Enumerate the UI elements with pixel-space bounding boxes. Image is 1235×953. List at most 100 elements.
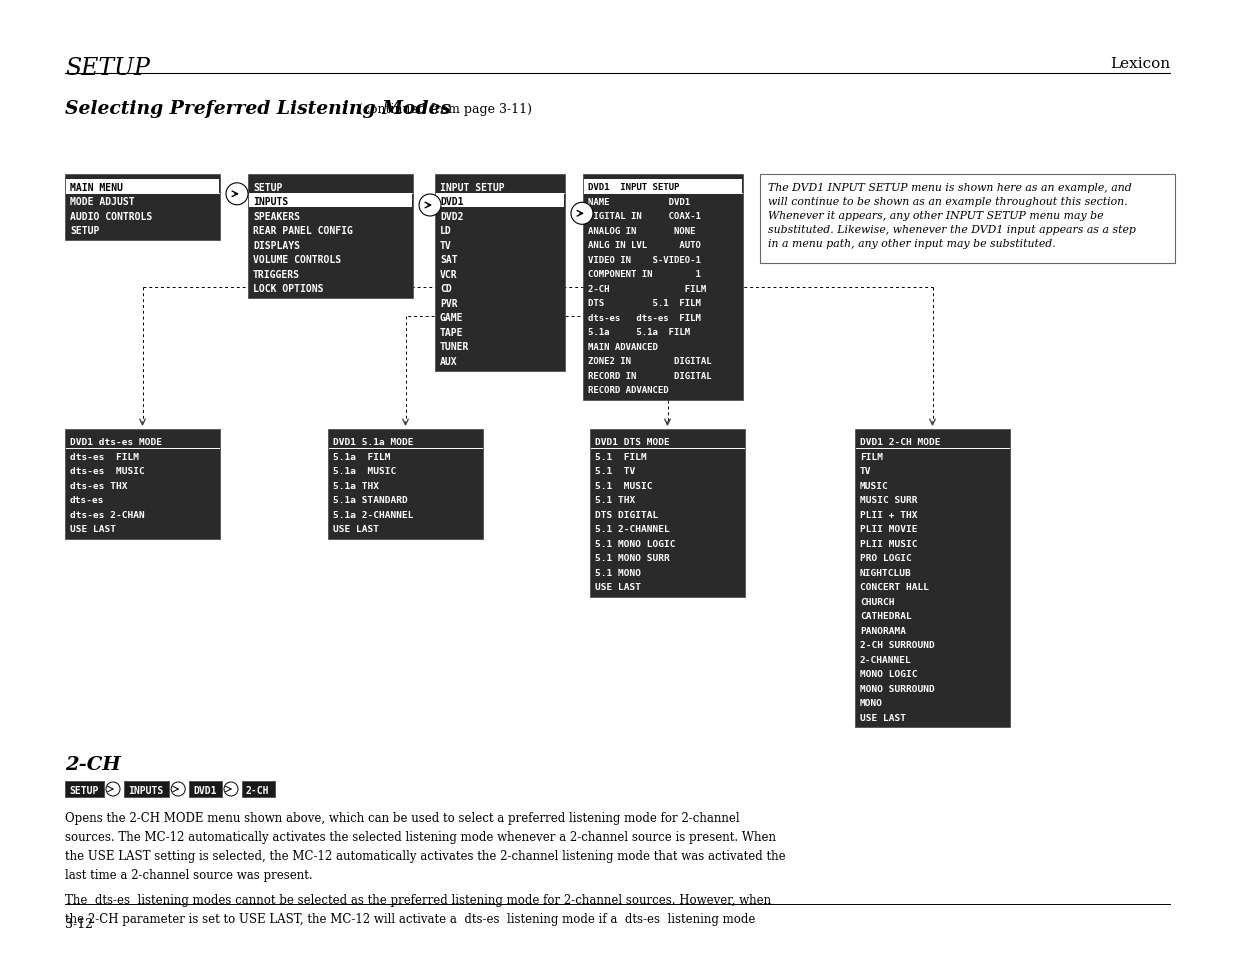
Text: INPUT SETUP: INPUT SETUP <box>440 183 505 193</box>
Text: VCR: VCR <box>440 270 458 279</box>
Text: PLII MOVIE: PLII MOVIE <box>860 525 918 534</box>
Text: PLII + THX: PLII + THX <box>860 511 918 519</box>
Text: COMPONENT IN        1: COMPONENT IN 1 <box>588 271 701 279</box>
Text: MUSIC SURR: MUSIC SURR <box>860 496 918 505</box>
Text: Selecting Preferred Listening Modes: Selecting Preferred Listening Modes <box>65 100 451 118</box>
Bar <box>584 179 742 193</box>
Text: VOLUME CONTROLS: VOLUME CONTROLS <box>253 255 341 265</box>
Text: 2-CHANNEL: 2-CHANNEL <box>860 656 911 664</box>
Bar <box>65 781 104 797</box>
Text: 5.1  TV: 5.1 TV <box>595 467 635 476</box>
Text: DVD1 2-CH MODE: DVD1 2-CH MODE <box>860 438 941 447</box>
Text: FILM: FILM <box>860 453 883 461</box>
Text: DVD1 5.1a MODE: DVD1 5.1a MODE <box>333 438 414 447</box>
Bar <box>590 430 745 597</box>
Text: CONCERT HALL: CONCERT HALL <box>860 583 929 592</box>
Text: 5.1a     5.1a  FILM: 5.1a 5.1a FILM <box>588 328 690 337</box>
Text: AUX: AUX <box>440 356 458 367</box>
Circle shape <box>224 782 238 796</box>
Text: GAME: GAME <box>440 314 463 323</box>
Text: CD: CD <box>440 284 452 294</box>
Bar <box>124 781 169 797</box>
Text: DISPLAYS: DISPLAYS <box>253 241 300 251</box>
Text: DVD2: DVD2 <box>440 212 463 222</box>
Text: NAME           DVD1: NAME DVD1 <box>588 198 690 207</box>
Text: 5.1 MONO: 5.1 MONO <box>595 568 641 578</box>
Bar <box>65 174 220 241</box>
Bar <box>436 193 564 208</box>
Text: REAR PANEL CONFIG: REAR PANEL CONFIG <box>253 226 353 236</box>
Bar <box>435 174 564 371</box>
Text: 5.1  MUSIC: 5.1 MUSIC <box>595 481 652 491</box>
Text: DTS         5.1  FILM: DTS 5.1 FILM <box>588 299 701 308</box>
Bar <box>329 430 483 539</box>
Text: dts-es: dts-es <box>70 496 105 505</box>
Text: ZONE2 IN        DIGITAL: ZONE2 IN DIGITAL <box>588 357 711 366</box>
Text: DVD1  INPUT SETUP: DVD1 INPUT SETUP <box>588 183 679 193</box>
Bar <box>248 174 412 298</box>
Text: MONO: MONO <box>860 699 883 708</box>
Text: CHURCH: CHURCH <box>860 598 894 606</box>
Text: MAIN MENU: MAIN MENU <box>70 183 122 193</box>
Text: dts-es 2-CHAN: dts-es 2-CHAN <box>70 511 144 519</box>
Text: The DVD1 INPUT SETUP menu is shown here as an example, and
will continue to be s: The DVD1 INPUT SETUP menu is shown here … <box>768 183 1136 249</box>
Circle shape <box>226 184 248 206</box>
Circle shape <box>106 782 120 796</box>
Text: INPUTS: INPUTS <box>128 785 163 795</box>
Text: RECORD IN       DIGITAL: RECORD IN DIGITAL <box>588 372 711 380</box>
Bar <box>249 193 412 208</box>
Text: CATHEDRAL: CATHEDRAL <box>860 612 911 620</box>
Text: ANALOG IN       NONE: ANALOG IN NONE <box>588 227 695 235</box>
Text: DTS DIGITAL: DTS DIGITAL <box>595 511 658 519</box>
Text: MODE ADJUST: MODE ADJUST <box>70 197 135 207</box>
Bar <box>242 781 275 797</box>
Text: NIGHTCLUB: NIGHTCLUB <box>860 568 911 578</box>
Text: Lexicon: Lexicon <box>1110 57 1170 71</box>
Text: DIGITAL IN     COAX-1: DIGITAL IN COAX-1 <box>588 213 701 221</box>
Text: TRIGGERS: TRIGGERS <box>253 270 300 279</box>
Text: USE LAST: USE LAST <box>70 525 116 534</box>
Text: MONO SURROUND: MONO SURROUND <box>860 684 935 693</box>
Text: PRO LOGIC: PRO LOGIC <box>860 554 911 563</box>
Circle shape <box>571 203 593 225</box>
Text: SPEAKERS: SPEAKERS <box>253 212 300 222</box>
Text: 5.1a STANDARD: 5.1a STANDARD <box>333 496 408 505</box>
Text: USE LAST: USE LAST <box>333 525 379 534</box>
Text: 2-CH SURROUND: 2-CH SURROUND <box>860 640 935 650</box>
Circle shape <box>172 782 185 796</box>
Text: PVR: PVR <box>440 298 458 309</box>
Bar <box>65 179 219 193</box>
Text: 2-CH: 2-CH <box>65 755 121 773</box>
Text: MUSIC: MUSIC <box>860 481 889 491</box>
Text: SETUP: SETUP <box>70 226 99 236</box>
Bar <box>65 430 220 539</box>
Text: DVD1 dts-es MODE: DVD1 dts-es MODE <box>70 438 162 447</box>
Text: ANLG IN LVL      AUTO: ANLG IN LVL AUTO <box>588 241 701 251</box>
Text: TV: TV <box>860 467 872 476</box>
Text: dts-es  MUSIC: dts-es MUSIC <box>70 467 144 476</box>
Text: DVD1: DVD1 <box>193 785 216 795</box>
Text: USE LAST: USE LAST <box>595 583 641 592</box>
Bar <box>855 430 1010 727</box>
Text: 5.1 MONO LOGIC: 5.1 MONO LOGIC <box>595 539 676 548</box>
Text: 5.1a  MUSIC: 5.1a MUSIC <box>333 467 396 476</box>
Text: The  dts-es  listening modes cannot be selected as the preferred listening mode : The dts-es listening modes cannot be sel… <box>65 893 771 925</box>
Text: VIDEO IN    S-VIDEO-1: VIDEO IN S-VIDEO-1 <box>588 255 701 265</box>
Text: TAPE: TAPE <box>440 328 463 337</box>
Text: 5.1  FILM: 5.1 FILM <box>595 453 647 461</box>
Text: RECORD ADVANCED: RECORD ADVANCED <box>588 386 668 395</box>
Circle shape <box>419 194 441 216</box>
Text: 3-12: 3-12 <box>65 917 93 930</box>
Text: 5.1a THX: 5.1a THX <box>333 481 379 491</box>
Text: dts-es   dts-es  FILM: dts-es dts-es FILM <box>588 314 701 323</box>
Text: PANORAMA: PANORAMA <box>860 626 906 636</box>
Text: 2-CH: 2-CH <box>246 785 269 795</box>
Text: dts-es THX: dts-es THX <box>70 481 127 491</box>
Text: SETUP: SETUP <box>253 183 283 193</box>
Text: DVD1 DTS MODE: DVD1 DTS MODE <box>595 438 669 447</box>
Text: 5.1a  FILM: 5.1a FILM <box>333 453 390 461</box>
Text: LOCK OPTIONS: LOCK OPTIONS <box>253 284 324 294</box>
Text: 5.1a 2-CHANNEL: 5.1a 2-CHANNEL <box>333 511 414 519</box>
Text: dts-es  FILM: dts-es FILM <box>70 453 140 461</box>
Text: MAIN ADVANCED: MAIN ADVANCED <box>588 343 658 352</box>
